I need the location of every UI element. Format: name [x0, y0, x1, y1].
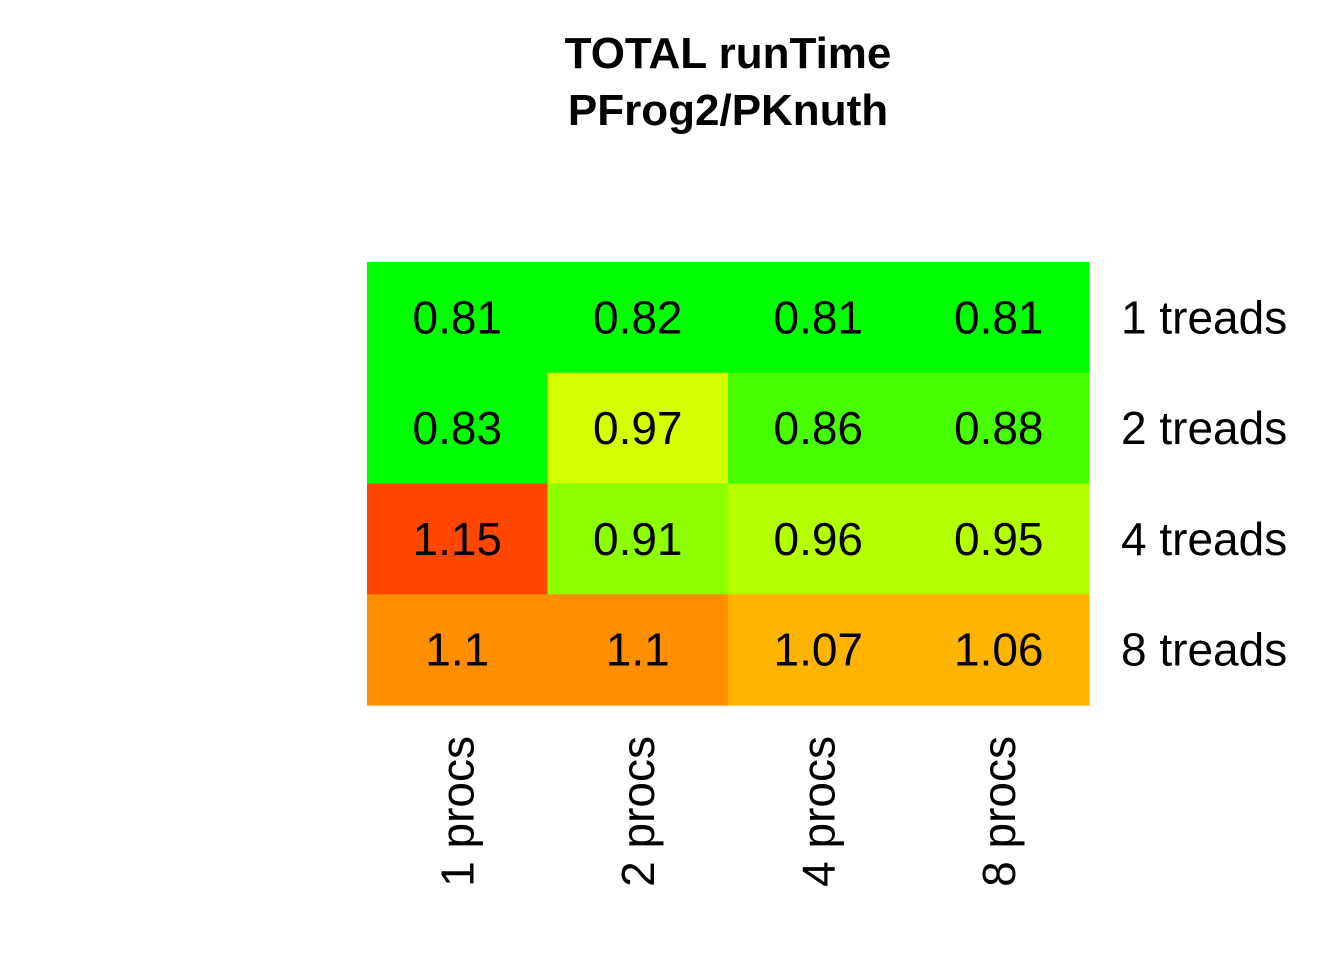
heatmap-cell — [728, 262, 910, 374]
heatmap-cell — [367, 483, 549, 595]
cell-value-label: 0.88 — [954, 402, 1044, 454]
heatmap-cell — [908, 483, 1090, 595]
cell-value-label: 0.86 — [773, 402, 863, 454]
chart-title: TOTAL runTime — [565, 29, 892, 78]
heatmap-cell — [728, 372, 910, 485]
heatmap-cell — [547, 483, 729, 595]
cell-value-label: 0.81 — [412, 291, 502, 343]
cell-value-label: 0.83 — [412, 402, 502, 454]
row-labels: 1 treads 2 treads 4 treads 8 treads — [1121, 291, 1287, 675]
heatmap-cell-labels: 0.81 0.82 0.81 0.81 0.83 0.97 0.86 0.88 1.15 0.91… — [412, 291, 1043, 675]
cell-value-label: 0.91 — [593, 513, 683, 565]
cell-value-label: 0.82 — [593, 291, 683, 343]
cell-value-label: 0.96 — [773, 513, 863, 565]
heatmap-cell — [367, 594, 549, 706]
cell-value-label: 0.81 — [954, 291, 1044, 343]
heatmap-cell — [908, 372, 1090, 485]
heatmap-cell — [367, 262, 549, 374]
cell-value-label: 0.95 — [954, 513, 1044, 565]
heatmap-cell — [908, 262, 1090, 374]
column-label: 8 procs — [973, 736, 1025, 887]
chart-subtitle: PFrog2/PKnuth — [568, 86, 888, 135]
column-label: 4 procs — [792, 736, 844, 887]
column-labels: 1 procs 2 procs 4 procs 8 procs — [431, 736, 1025, 887]
heatmap-cell — [547, 594, 729, 706]
row-label: 2 treads — [1121, 402, 1287, 454]
heatmap-cell — [547, 372, 729, 485]
heatmap-cell — [728, 483, 910, 595]
cell-value-label: 1.1 — [425, 624, 489, 676]
heatmap-cell — [728, 594, 910, 706]
cell-value-label: 0.97 — [593, 402, 683, 454]
column-label: 2 procs — [612, 736, 664, 887]
heatmap-cell — [367, 372, 549, 485]
heatmap-cell — [908, 594, 1090, 706]
cell-value-label: 1.06 — [954, 624, 1044, 676]
row-label: 8 treads — [1121, 624, 1287, 676]
heatmap-cell — [547, 262, 729, 374]
row-label: 4 treads — [1121, 513, 1287, 565]
column-label: 1 procs — [431, 736, 483, 887]
heatmap-cells — [367, 262, 1090, 706]
row-label: 1 treads — [1121, 291, 1287, 343]
cell-value-label: 1.15 — [412, 513, 502, 565]
cell-value-label: 1.07 — [773, 624, 863, 676]
cell-value-label: 1.1 — [606, 624, 670, 676]
cell-value-label: 0.81 — [773, 291, 863, 343]
